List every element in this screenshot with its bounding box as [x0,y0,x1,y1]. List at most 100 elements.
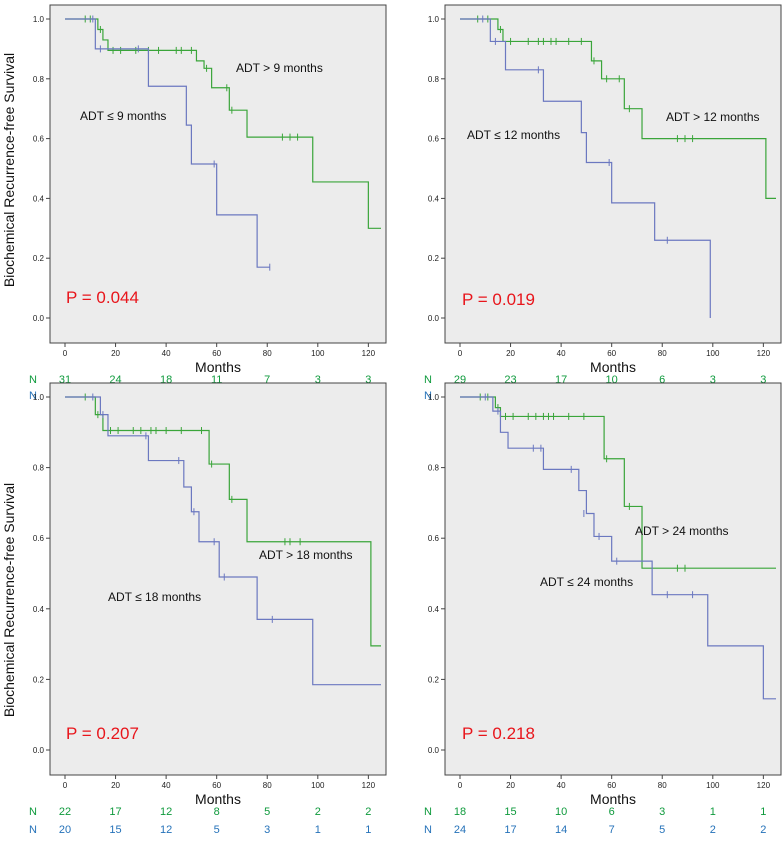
km-curve-blue [460,18,711,318]
x-axis-label: Months [590,359,636,375]
y-tick-label: 0.0 [33,746,45,755]
risk-table-value: 3 [264,824,270,836]
y-tick-label: 0.6 [428,135,440,144]
risk-table-value: 6 [659,374,665,386]
y-tick-label: 0.6 [33,135,45,144]
risk-table-value: 5 [264,806,270,818]
x-tick-label: 20 [111,349,120,358]
y-tick-label: 0.0 [33,314,45,323]
risk-table-value: 10 [555,806,567,818]
risk-table-label: N [424,390,432,402]
risk-table-value: 11 [211,374,222,386]
y-tick-label: 0.0 [428,746,440,755]
y-axis-title-bottom: Biochemical Recurrence-free Survival [1,483,17,717]
x-tick-label: 60 [607,781,616,790]
x-tick-label: 100 [311,781,325,790]
km-panel-2: 0.0 0.2 0.4 0.6 0.8 1.0 0 20 40 60 80 100 120 Months A… [424,4,782,402]
x-axis-label: Months [195,359,241,375]
risk-table-label: N [29,824,37,836]
p-value: P = 0.044 [66,288,139,307]
risk-table-value: 2 [760,824,766,836]
curve-annotation: ADT ≤ 9 months [80,109,166,123]
x-tick-label: 120 [362,781,376,790]
y-tick-label: 0.4 [33,605,45,614]
risk-table-value: 15 [109,824,121,836]
x-tick-label: 20 [506,349,515,358]
x-tick-label: 100 [706,781,720,790]
x-tick-label: 40 [557,781,566,790]
km-curve-blue [65,18,270,268]
y-tick-label: 0.8 [428,75,440,84]
x-tick-label: 60 [607,349,616,358]
risk-table-value: 17 [109,806,121,818]
risk-table-value: 1 [315,824,321,836]
x-tick-label: 0 [63,349,68,358]
x-tick-label: 40 [162,781,171,790]
y-tick-label: 1.0 [33,393,45,402]
curve-annotation: ADT > 12 months [666,110,760,124]
km-panel-4: 0.0 0.2 0.4 0.6 0.8 1.0 0 20 40 60 80 100 120 Months A… [424,382,782,836]
plot-area [49,4,387,344]
risk-table-value: 24 [454,824,466,836]
risk-table-value: 22 [59,806,71,818]
risk-table-label: N [29,806,37,818]
y-tick-label: 0.2 [33,254,45,263]
x-tick-label: 0 [458,781,463,790]
curve-annotation: ADT ≤ 18 months [108,590,201,604]
y-tick-label: 0.8 [428,464,440,473]
x-tick-label: 80 [263,781,272,790]
curve-annotation: ADT > 18 months [259,548,353,562]
y-tick-label: 0.0 [428,314,440,323]
km-curve-green [460,396,776,569]
x-axis-label: Months [590,791,636,807]
y-tick-label: 0.4 [33,194,45,203]
risk-table-value: 3 [710,374,716,386]
risk-table-label: N [29,374,37,386]
risk-table-value: 14 [555,824,567,836]
risk-table-value: 3 [365,374,371,386]
risk-table-label: N [424,806,432,818]
risk-table-value: 12 [160,824,172,836]
x-tick-label: 80 [263,349,272,358]
risk-table-value: 20 [59,824,71,836]
x-tick-label: 0 [63,781,68,790]
risk-table-value: 18 [454,806,466,818]
risk-table-value: 2 [315,806,321,818]
curve-annotation: ADT ≤ 12 months [467,128,560,142]
y-tick-label: 0.6 [428,534,440,543]
risk-table-value: 3 [659,806,665,818]
risk-table-value: 3 [315,374,321,386]
risk-table-label: N [29,390,37,402]
x-tick-label: 80 [658,781,667,790]
x-tick-label: 60 [212,781,221,790]
risk-table-value: 1 [710,806,716,818]
x-tick-label: 80 [658,349,667,358]
y-tick-label: 1.0 [33,15,45,24]
risk-table-value: 2 [365,806,371,818]
x-tick-label: 100 [706,349,720,358]
x-tick-label: 20 [111,781,120,790]
km-panel-1: 0.0 0.2 0.4 0.6 0.8 1.0 0 20 40 60 80 100 120 Months A… [29,4,387,402]
curve-annotation: ADT > 24 months [635,524,729,538]
risk-table-label: N [424,374,432,386]
y-tick-label: 0.2 [428,254,440,263]
x-tick-label: 40 [557,349,566,358]
y-tick-label: 0.2 [428,675,440,684]
plot-area [444,382,782,776]
curve-annotation: ADT ≤ 24 months [540,575,633,589]
p-value: P = 0.218 [462,724,535,743]
risk-table-value: 7 [264,374,270,386]
p-value: P = 0.019 [462,290,535,309]
km-curve-blue [65,396,381,686]
km-curve-green [65,18,381,229]
risk-table-value: 15 [504,806,516,818]
x-tick-label: 120 [757,349,771,358]
y-tick-label: 0.8 [33,464,45,473]
x-tick-label: 100 [311,349,325,358]
p-value: P = 0.207 [66,724,139,743]
plot-area [444,4,782,344]
risk-table-value: 5 [214,824,220,836]
risk-table-value: 5 [659,824,665,836]
risk-table-value: 8 [214,806,220,818]
